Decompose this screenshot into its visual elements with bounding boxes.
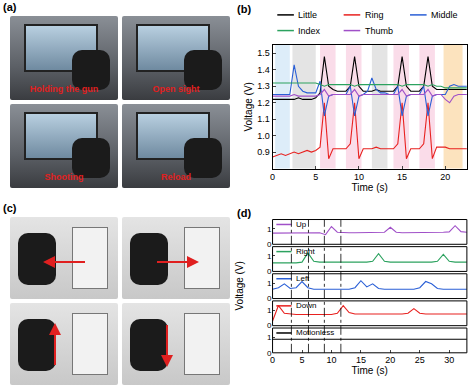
svg-text:Down: Down	[296, 301, 316, 310]
svg-text:1.4: 1.4	[257, 65, 270, 75]
svg-text:1.0: 1.0	[257, 131, 270, 141]
svg-text:Right: Right	[296, 247, 315, 256]
html-text:Reload: Reload	[161, 172, 191, 182]
svg-text:Voltage (V): Voltage (V)	[234, 261, 245, 310]
svg-text:15: 15	[397, 172, 407, 182]
svg-text:20: 20	[440, 172, 450, 182]
svg-text:Middle: Middle	[431, 10, 458, 20]
html-text:Open sight: Open sight	[152, 84, 200, 94]
svg-text:10: 10	[326, 355, 336, 365]
svg-text:0: 0	[270, 172, 275, 182]
svg-text:0: 0	[267, 267, 272, 276]
svg-text:15: 15	[356, 355, 366, 365]
svg-text:1.3: 1.3	[257, 81, 270, 91]
svg-text:1: 1	[267, 225, 272, 234]
svg-text:5: 5	[299, 355, 304, 365]
svg-text:0: 0	[267, 294, 272, 303]
html-text:Holding the gun: Holding the gun	[29, 84, 99, 94]
svg-text:Voltage (V): Voltage (V)	[243, 82, 254, 131]
svg-text:1: 1	[267, 279, 272, 288]
html-text:(c): (c)	[3, 202, 17, 214]
svg-text:5: 5	[313, 172, 318, 182]
svg-text:0.9: 0.9	[257, 147, 270, 157]
svg-text:Up: Up	[296, 220, 307, 229]
svg-text:Ring: Ring	[365, 10, 384, 20]
svg-text:Index: Index	[298, 26, 321, 36]
svg-text:Time (s): Time (s)	[352, 182, 388, 193]
html-text:(a): (a)	[3, 1, 17, 13]
svg-text:30: 30	[444, 355, 454, 365]
svg-text:1: 1	[267, 252, 272, 261]
svg-text:(d): (d)	[237, 207, 251, 219]
svg-text:1: 1	[267, 333, 272, 342]
svg-text:1.1: 1.1	[257, 114, 270, 124]
svg-text:Left: Left	[296, 274, 310, 283]
svg-text:0: 0	[267, 240, 272, 249]
svg-text:(b): (b)	[237, 3, 251, 15]
svg-text:0: 0	[267, 321, 272, 330]
svg-text:1.2: 1.2	[257, 98, 270, 108]
svg-text:Motionless: Motionless	[296, 328, 334, 337]
svg-text:Little: Little	[298, 10, 317, 20]
html-text:Shooting: Shooting	[44, 172, 84, 182]
svg-text:10: 10	[354, 172, 364, 182]
svg-text:1: 1	[267, 306, 272, 315]
svg-text:Time (s): Time (s)	[352, 365, 388, 376]
svg-text:1.5: 1.5	[257, 48, 270, 58]
svg-text:Thumb: Thumb	[365, 26, 393, 36]
svg-text:0: 0	[267, 349, 272, 358]
svg-text:0: 0	[270, 355, 275, 365]
svg-text:25: 25	[415, 355, 425, 365]
svg-text:20: 20	[385, 355, 395, 365]
